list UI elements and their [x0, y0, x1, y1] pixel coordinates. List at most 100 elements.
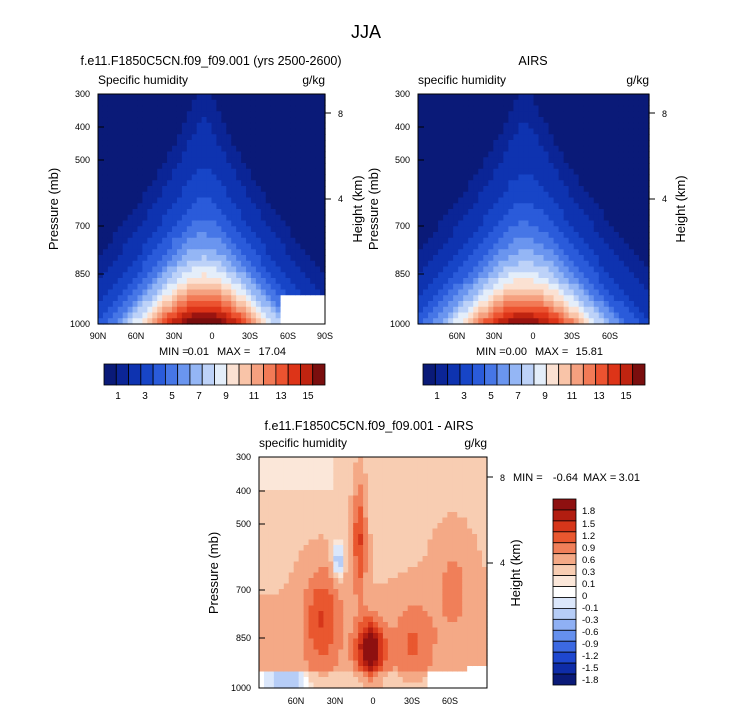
panel-airs-cell [513, 295, 520, 302]
panel-airs-cell [583, 117, 590, 124]
panel-airs-cell [443, 249, 449, 256]
panel-airs-cell [608, 128, 615, 135]
panel-difference-cell [288, 666, 295, 673]
panel-airs-cell [538, 232, 545, 239]
panel-airs-cell [428, 232, 434, 239]
panel-difference-cell [318, 589, 325, 596]
panel-model-cell [211, 214, 218, 222]
panel-airs-cell [633, 255, 640, 262]
panel-airs-cell [548, 197, 555, 204]
panel-airs-cell [453, 111, 459, 118]
panel-model-cell [196, 174, 203, 181]
panel-airs-cell [633, 209, 640, 216]
panel-airs-cell [623, 232, 630, 239]
panel-model-cell [98, 255, 104, 262]
panel-model-cell [172, 163, 178, 170]
panel-airs-cell [493, 237, 499, 245]
panel-airs-cell [553, 174, 560, 181]
panel-airs-cell [463, 312, 469, 319]
panel-airs-ylabel: Pressure (mb) [366, 168, 381, 250]
panel-model-cell [172, 283, 178, 291]
panel-airs-cell [638, 232, 645, 239]
panel-airs-cell [488, 94, 494, 101]
panel-difference-cell [323, 583, 329, 590]
panel-model-cell [211, 157, 218, 164]
panel-airs-cell [553, 272, 560, 279]
panel-difference-cell [323, 517, 329, 524]
panel-difference-cell [328, 567, 334, 574]
panel-airs-cell [433, 145, 439, 153]
panel-airs-cell [563, 214, 570, 222]
panel-difference-cell [283, 495, 290, 502]
panel-airs-cell [538, 226, 545, 233]
panel-model-cell [246, 99, 252, 107]
panel-difference-cell [397, 550, 404, 557]
panel-difference-cell [363, 616, 369, 623]
panel-model-cell [250, 157, 257, 164]
panel-airs-right-ticks: 8 4 [649, 109, 667, 204]
panel-model-cell [310, 318, 316, 325]
panel-model-cell [285, 220, 292, 227]
panel-airs-cell [453, 180, 459, 187]
panel-model-cell [142, 255, 148, 262]
panel-airs-cell [493, 272, 499, 279]
panel-airs-cell [528, 163, 535, 170]
panel-model-cell [221, 260, 227, 268]
panel-airs-cell [508, 151, 515, 158]
panel-airs-cell [478, 312, 484, 319]
panel-difference-cell [363, 578, 369, 585]
panel-difference-cell [377, 484, 384, 491]
panel-airs-cell [513, 174, 520, 181]
panel-difference-cell [313, 523, 320, 530]
panel-difference-cell [268, 462, 275, 469]
panel-model-cell [196, 128, 203, 135]
panel-airs-cell [593, 145, 600, 153]
panel-airs-cell [433, 203, 439, 210]
panel-model-cell [191, 99, 198, 107]
panel-airs-cell [608, 301, 615, 308]
panel-model-cell [250, 117, 257, 124]
panel-airs-cell [518, 318, 525, 325]
panel-model-cell [285, 243, 292, 250]
panel-difference-cell [303, 479, 310, 486]
panel-airs-y-ticks: 300 400 500 700 850 1000 [390, 89, 424, 329]
panel-airs-cell [418, 318, 424, 325]
panel-airs-cell [593, 197, 600, 204]
panel-model-cell [137, 226, 144, 233]
panel-difference-cell [377, 506, 384, 513]
panel-model-cell [122, 232, 129, 239]
panel-model-cell [132, 260, 139, 268]
panel-model-cell [310, 145, 316, 153]
panel-airs-cell [493, 163, 499, 170]
panel-difference-cell [303, 627, 310, 634]
panel-model-cell [206, 111, 213, 118]
panel-difference-cell [392, 539, 399, 546]
panel-airs-cell [488, 105, 494, 112]
panel-difference-cell [308, 627, 315, 634]
panel-airs-cell [628, 220, 635, 227]
panel-model-cell [117, 255, 124, 262]
panel-model-cell [122, 128, 129, 135]
panel-airs-cell [478, 94, 484, 101]
panel-model-cell [315, 289, 321, 296]
panel-model-cell [196, 191, 203, 199]
panel-difference-cell [368, 671, 374, 678]
panel-model-cell [260, 237, 267, 245]
panel-model-cell [216, 163, 222, 170]
panel-difference-cell [323, 644, 329, 651]
panel-airs-cell [538, 186, 545, 193]
panel-difference-cell [318, 506, 325, 513]
panel-model-cell [206, 163, 213, 170]
panel-difference-cell [259, 627, 265, 634]
panel-difference-cell [338, 501, 344, 508]
panel-airs-cell [468, 168, 474, 176]
panel-difference-cell [303, 660, 310, 667]
panel-airs-cell [418, 140, 424, 147]
panel-airs-cell [508, 318, 515, 325]
panel-airs-cell [418, 226, 424, 233]
panel-airs-cell [588, 220, 595, 227]
panel-airs-cell [618, 111, 625, 118]
panel-difference-cell [318, 561, 325, 568]
panel-model-cell [167, 99, 173, 107]
panel-model-cell [265, 318, 272, 325]
